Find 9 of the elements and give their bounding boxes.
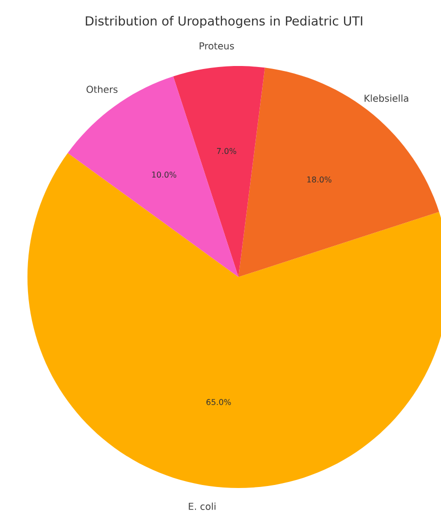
- data-label: 65.0%: [206, 399, 231, 406]
- slice-label: Proteus: [200, 42, 234, 50]
- data-label: 18.0%: [307, 176, 332, 182]
- data-label: 10.0%: [152, 172, 176, 178]
- slice-label: Klebsiella: [364, 94, 408, 102]
- slice-label: E. coli: [188, 502, 216, 510]
- chart-title: Distribution of Uropathogens in Pediatric UTI: [86, 16, 362, 28]
- data-label: 7.0%: [217, 148, 236, 154]
- slice-label: Others: [86, 86, 118, 93]
